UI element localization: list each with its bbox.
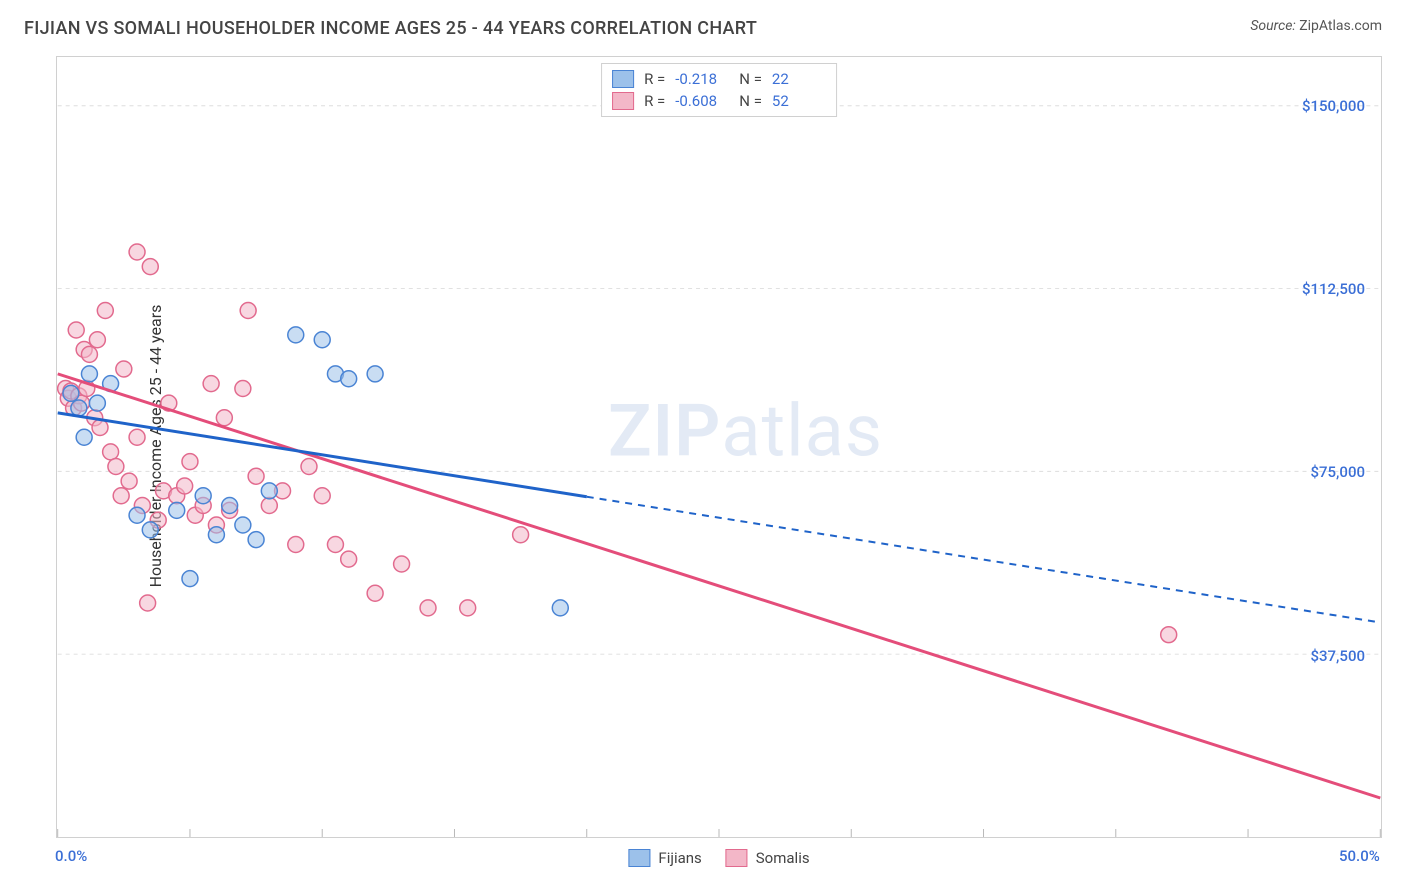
- fijians-n-value: 22: [772, 70, 826, 88]
- chart-title: FIJIAN VS SOMALI HOUSEHOLDER INCOME AGES…: [24, 18, 757, 39]
- somalis-n-value: 52: [772, 92, 826, 110]
- legend-label-somalis: Somalis: [756, 849, 810, 867]
- r-label: R =: [644, 92, 665, 110]
- y-tick-label: $75,000: [1310, 463, 1365, 481]
- chart-header: FIJIAN VS SOMALI HOUSEHOLDER INCOME AGES…: [0, 0, 1406, 47]
- source-value: ZipAtlas.com: [1299, 18, 1382, 34]
- series-legend: Fijians Somalis: [628, 849, 809, 867]
- swatch-somalis-icon: [726, 849, 748, 867]
- fijians-r-value: -0.218: [675, 70, 729, 88]
- legend-label-fijians: Fijians: [658, 849, 701, 867]
- x-tick-label: 50.0%: [1339, 847, 1380, 865]
- stats-row-somalis: R = -0.608 N = 52: [612, 90, 826, 112]
- chart-area: ZIPatlas R = -0.218 N = 22 R = -0.608 N …: [56, 56, 1382, 838]
- r-label: R =: [644, 70, 665, 88]
- scatter-plot-svg: [57, 57, 1381, 837]
- legend-item-somalis: Somalis: [726, 849, 810, 867]
- swatch-somalis: [612, 92, 634, 110]
- y-tick-label: $37,500: [1310, 647, 1365, 665]
- stats-row-fijians: R = -0.218 N = 22: [612, 68, 826, 90]
- n-label: N =: [739, 92, 762, 110]
- y-tick-label: $112,500: [1302, 280, 1365, 298]
- swatch-fijians-icon: [628, 849, 650, 867]
- swatch-fijians: [612, 70, 634, 88]
- n-label: N =: [739, 70, 762, 88]
- y-tick-label: $150,000: [1302, 97, 1365, 115]
- chart-source: Source: ZipAtlas.com: [1250, 18, 1382, 34]
- x-tick-label: 0.0%: [55, 847, 87, 865]
- legend-item-fijians: Fijians: [628, 849, 701, 867]
- source-label: Source:: [1250, 18, 1299, 34]
- stats-legend: R = -0.218 N = 22 R = -0.608 N = 52: [601, 63, 837, 117]
- somalis-r-value: -0.608: [675, 92, 729, 110]
